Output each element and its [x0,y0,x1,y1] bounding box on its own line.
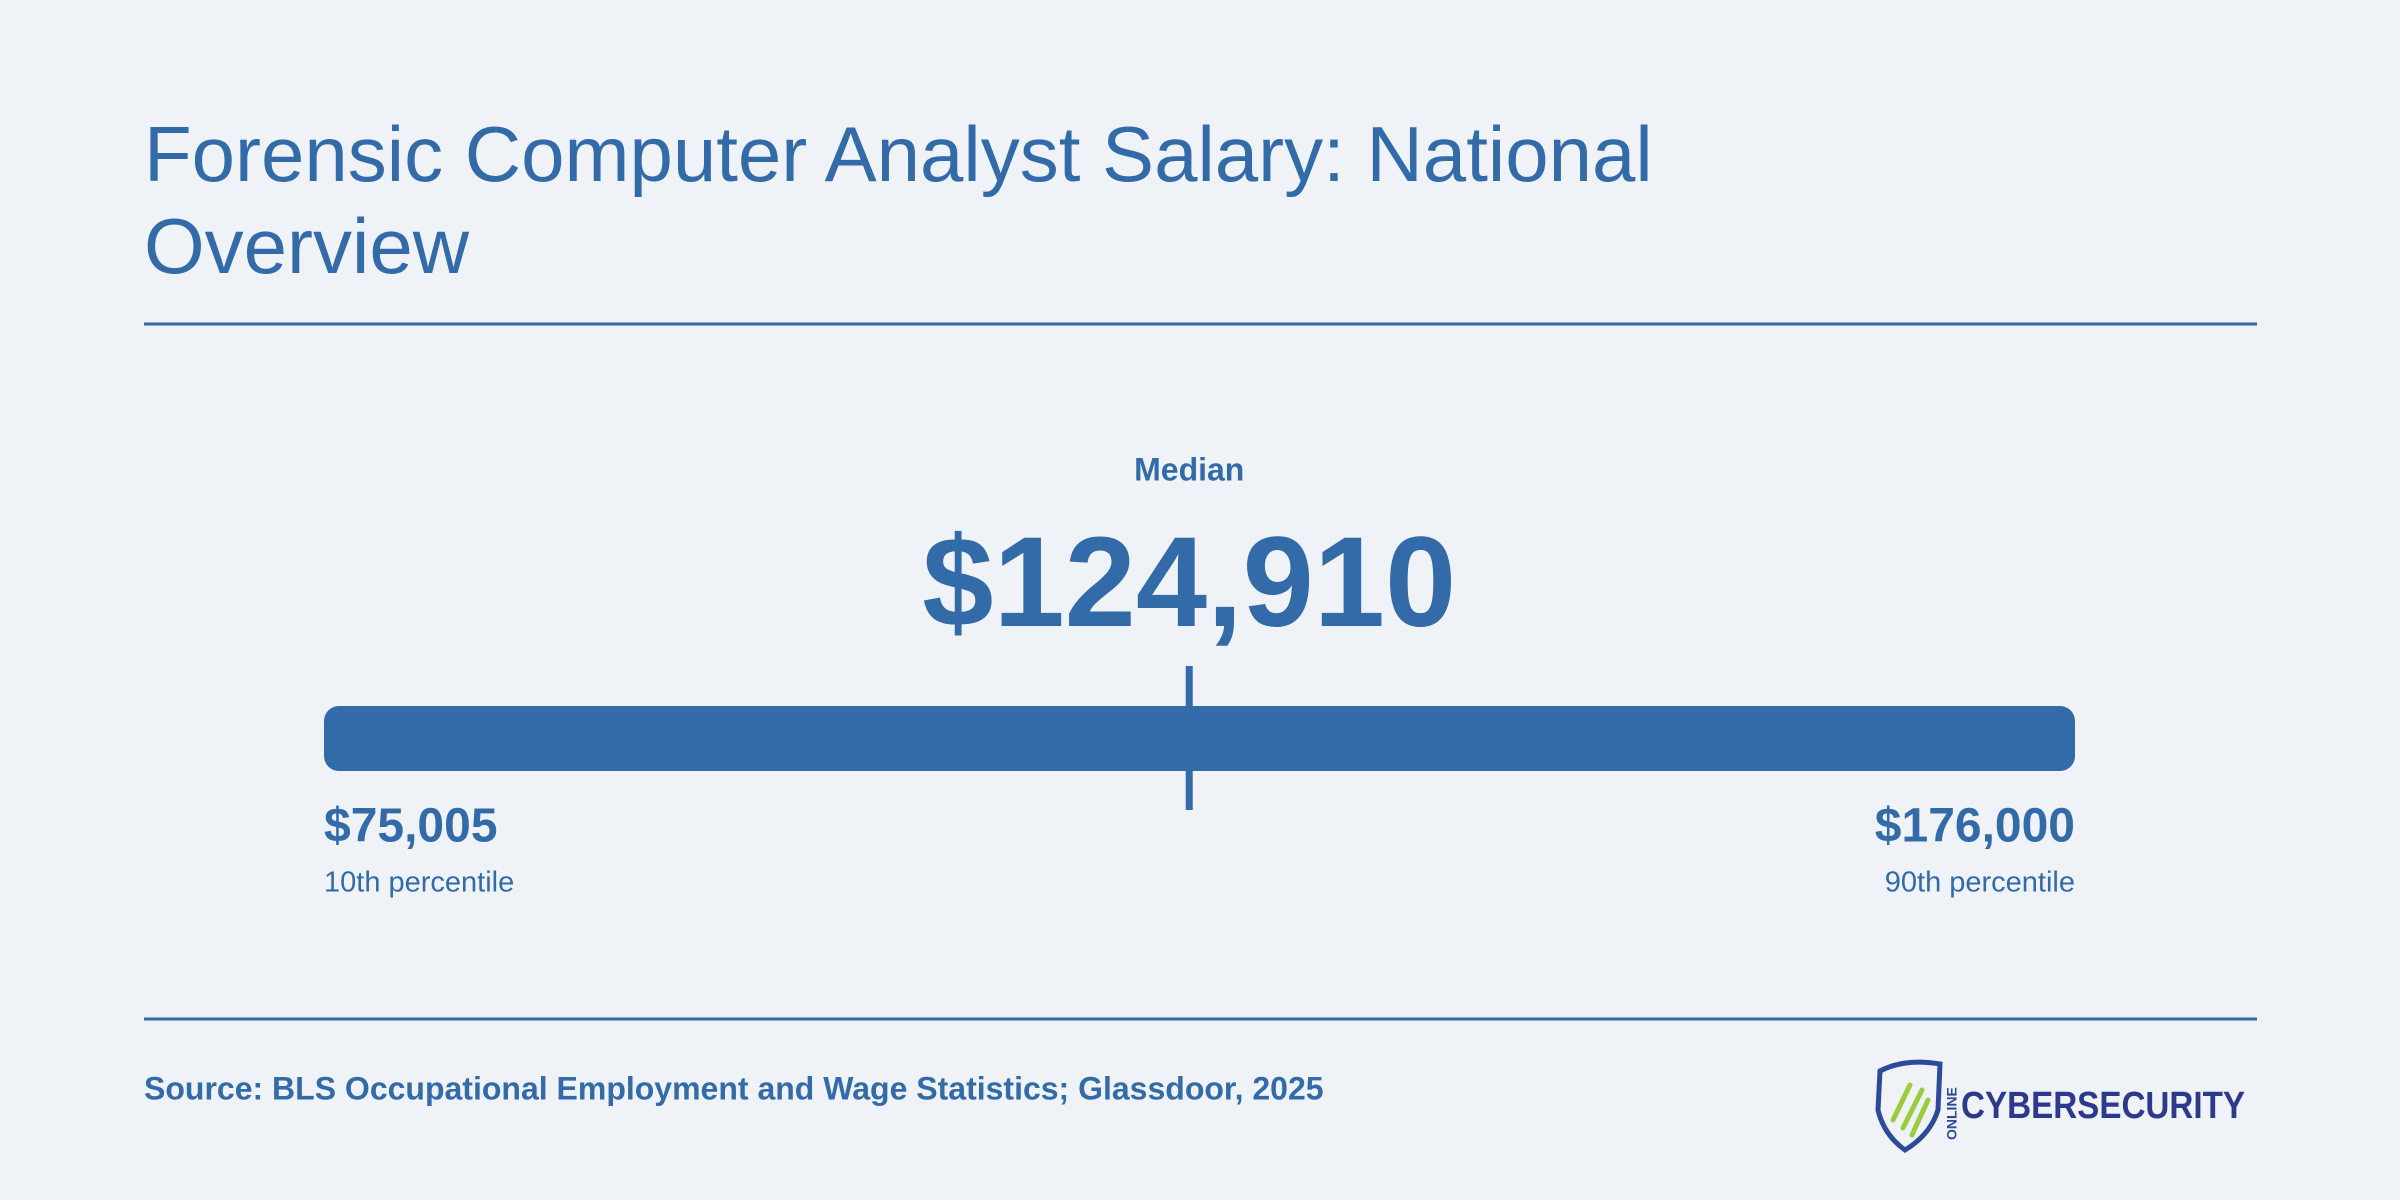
logo-text: CYBERSECURITY [1961,1085,2245,1127]
range-bar [324,706,2075,771]
high-value: $176,000 [1875,800,2075,853]
source: Source: BLS Occupational Employment and … [144,1070,1324,1106]
median-value: $124,910 [922,511,1456,654]
low-value: $75,005 [324,800,498,853]
median-label: Median [1134,451,1244,487]
logo-shield [1875,1059,1943,1153]
logo-lines [1890,1082,1931,1138]
high-label: 90th percentile [1885,867,2075,899]
median-marker [1185,666,1193,810]
title: Forensic Computer Analyst Salary: Nation… [144,110,1653,290]
logo-small: ONLINE [1944,1087,1960,1140]
logo: ONLINE CYBERSECURITY [1875,1059,2245,1153]
low-label: 10th percentile [324,867,514,899]
